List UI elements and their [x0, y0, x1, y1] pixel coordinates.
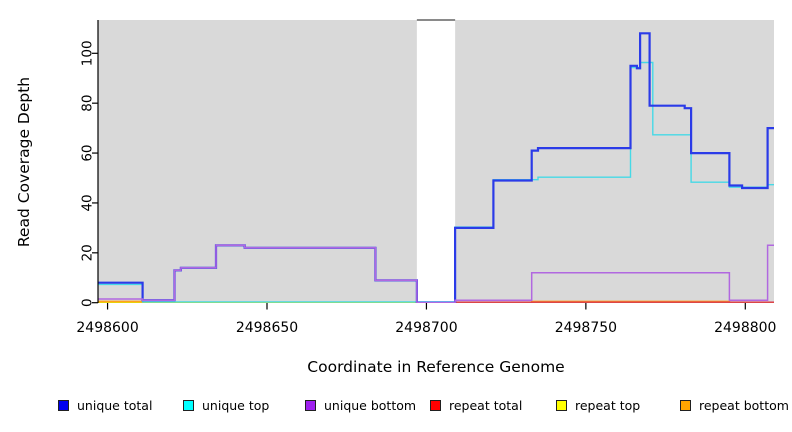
- y-tick-label: 100: [80, 40, 96, 66]
- series-line-unique-bottom: [98, 244, 774, 303]
- legend-item-repeat-bottom: repeat bottom: [680, 396, 789, 414]
- legend-swatch-icon: [183, 399, 194, 411]
- y-tick-label: 20: [80, 244, 96, 261]
- missing-data-band: [416, 21, 456, 303]
- legend-label: repeat top: [575, 397, 641, 413]
- legend-item-repeat-top: repeat top: [556, 396, 640, 414]
- series-group: [98, 32, 774, 303]
- legend-label: repeat bottom: [699, 397, 789, 413]
- x-axis-title: Coordinate in Reference Genome: [307, 358, 565, 376]
- legend-label: unique bottom: [324, 397, 417, 413]
- x-tick-label: 2498700: [395, 320, 457, 336]
- legend-label: repeat total: [449, 397, 523, 413]
- y-tick-label: 60: [80, 144, 96, 161]
- legend-item-repeat-total: repeat total: [430, 396, 522, 414]
- series-line-repeat-total: [454, 301, 774, 303]
- legend-swatch-icon: [430, 399, 441, 411]
- legend-item-unique-total: unique total: [58, 396, 152, 414]
- legend: unique total unique top unique bottom repea…: [0, 396, 792, 420]
- legend-swatch-icon: [680, 399, 691, 411]
- legend-swatch-icon: [556, 399, 567, 411]
- legend-label: unique total: [77, 397, 153, 413]
- x-tick-label: 2498800: [714, 320, 776, 336]
- x-tick-label: 2498600: [76, 320, 138, 336]
- coverage-chart: 0 20 40 60 80 100 2498600 2498650 2498700 2498750…: [76, 19, 776, 336]
- y-tick-label: 80: [80, 95, 96, 112]
- x-tick-label: 2498750: [555, 320, 617, 336]
- x-tick-label: 2498650: [236, 320, 298, 336]
- y-tick-label: 0: [80, 298, 96, 307]
- legend-swatch-icon: [305, 399, 316, 411]
- legend-item-unique-bottom: unique bottom: [305, 396, 416, 414]
- legend-label: unique top: [202, 397, 270, 413]
- legend-item-unique-top: unique top: [183, 396, 269, 414]
- y-axis-title: Read Coverage Depth: [15, 76, 33, 248]
- legend-swatch-icon: [58, 399, 69, 411]
- y-tick-label: 40: [80, 194, 96, 211]
